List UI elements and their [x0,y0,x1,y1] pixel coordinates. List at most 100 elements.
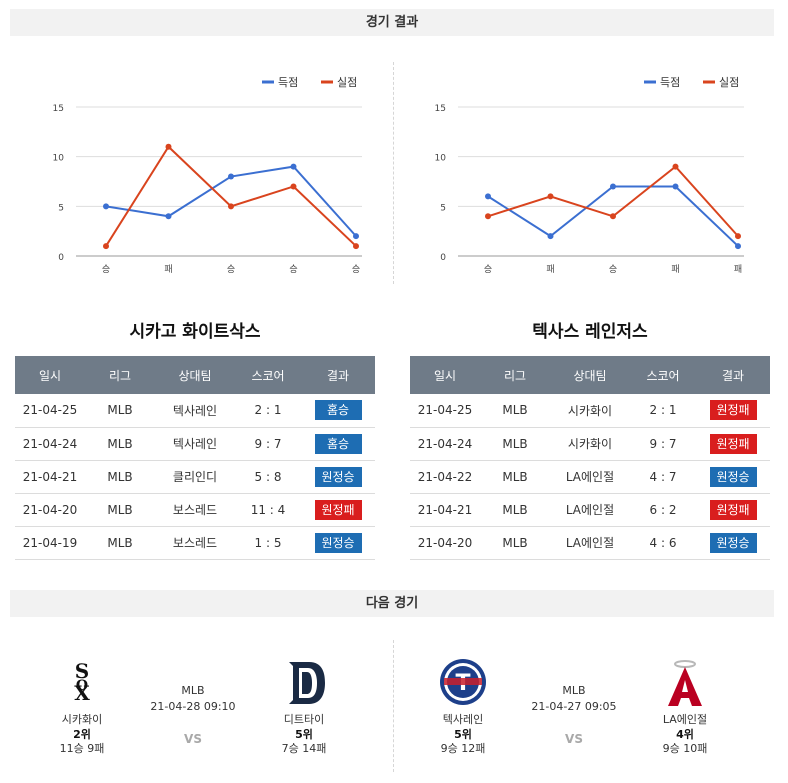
col-opponent-header: 상대팀 [155,356,235,394]
data-point [735,233,741,240]
cell-score: 4 : 7 [630,460,696,494]
next-game-2-home-team[interactable]: T 텍사레인 5위 9승 12패 [413,656,513,756]
team-name: LA에인절 [662,713,708,726]
x-tick-label: 승 [102,264,110,275]
legend-label: 실점 [719,76,739,89]
team-rank: 2위 [73,728,91,741]
result-badge: 원정승 [314,532,362,553]
result-badge: 원정승 [709,466,757,487]
cell-date: 21-04-25 [15,394,85,428]
results-divider [393,62,394,284]
data-point [228,203,234,210]
legend-label: 득점 [278,76,298,89]
data-point [103,203,109,210]
cell-score: 1 : 5 [235,526,301,560]
cell-score: 2 : 1 [630,394,696,428]
cell-result: 원정승 [301,526,375,560]
cell-opponent: 텍사레인 [155,427,235,461]
cell-date: 21-04-21 [410,493,480,527]
cell-opponent: 텍사레인 [155,394,235,428]
cell-score: 5 : 8 [235,460,301,494]
x-tick-label: 승 [609,264,617,275]
team-rank: 5위 [454,728,472,741]
league-label: MLB [181,684,205,697]
cell-date: 21-04-21 [15,460,85,494]
cell-opponent: 시카화이 [550,394,630,428]
data-point [103,243,109,250]
chart-left-svg: 득점 실점 0 5 10 15 승 패 승 승 승 [53,76,362,275]
cell-date: 21-04-20 [15,493,85,527]
cell-result: 홈승 [301,394,375,428]
x-tick-label: 승 [484,264,492,275]
table-row: 21-04-24 MLB 시카화이 9 : 7 원정패 [410,427,770,461]
data-point [547,193,554,200]
x-tick-label: 승 [227,264,235,275]
col-result-header: 결과 [301,356,375,394]
right-team-games-table: 일시 리그 상대팀 스코어 결과 21-04-25 MLB 시카화이 2 : 1 원정패… [410,356,770,560]
data-point [547,233,554,240]
next-games-header: 다음 경기 [10,590,774,617]
team-name: 디트타이 [283,713,325,726]
data-point [610,183,616,190]
next-game-2-away-team[interactable]: LA에인절 4위 9승 10패 [635,656,735,756]
cell-result: 원정패 [696,427,770,461]
y-tick-label: 10 [435,154,447,164]
next-game-1-away-team[interactable]: 디트타이 5위 7승 14패 [254,656,354,756]
cell-opponent: LA에인절 [550,526,630,560]
cell-score: 4 : 6 [630,526,696,560]
cell-league: MLB [480,493,550,527]
cell-date: 21-04-20 [410,526,480,560]
left-team-title: 시카고 화이트삭스 [129,322,261,342]
cell-opponent: 클리인디 [155,460,235,494]
data-point [228,173,234,180]
col-result-header: 결과 [696,356,770,394]
cell-league: MLB [85,493,155,527]
rangers-logo-icon: T [440,659,486,705]
cell-score: 2 : 1 [235,394,301,428]
data-point [610,213,616,220]
y-tick-label: 15 [53,104,64,114]
cell-league: MLB [85,427,155,461]
result-badge: 원정패 [709,400,757,421]
legend-label: 실점 [337,76,357,89]
team-name: 텍사레인 [442,713,484,726]
cell-league: MLB [85,394,155,428]
y-tick-label: 0 [58,253,64,263]
chart-left: 득점 실점 0 5 10 15 승 패 승 승 승 [22,60,386,290]
svg-text:O: O [76,678,88,694]
cell-result: 홈승 [301,427,375,461]
team-rank: 5위 [295,728,313,741]
team-name: 시카화이 [61,713,103,726]
table-row: 21-04-19 MLB 보스레드 1 : 5 원정승 [15,526,375,560]
cell-result: 원정승 [301,460,375,494]
data-point [353,233,359,240]
left-team-games-table: 일시 리그 상대팀 스코어 결과 21-04-25 MLB 텍사레인 2 : 1 홈승 2… [15,356,375,560]
cell-score: 11 : 4 [235,493,301,527]
legend-label: 득점 [660,76,680,89]
chart-right-svg: 득점 실점 0 5 10 15 승 패 승 패 패 [435,76,744,275]
col-league-header: 리그 [85,356,155,394]
right-team-title: 텍사스 레인저스 [532,322,648,342]
chart-legend: 득점 실점 [644,76,739,89]
result-badge: 홈승 [314,400,362,421]
right-table-body: 21-04-25 MLB 시카화이 2 : 1 원정패 21-04-24 MLB 시카화이 9 … [410,394,770,560]
series-line-allowed [487,165,739,237]
cell-date: 21-04-24 [15,427,85,461]
col-date-header: 일시 [410,356,480,394]
data-point [165,213,172,220]
white-sox-logo-icon: S X O [74,659,90,705]
cell-league: MLB [480,526,550,560]
team-record: 9승 10패 [662,742,708,755]
league-label: MLB [562,684,586,697]
next-game-1-home-team[interactable]: S X O 시카화이 2위 11승 9패 [32,656,132,756]
result-badge: 홈승 [314,433,362,454]
cell-date: 21-04-22 [410,460,480,494]
data-point [353,243,359,250]
result-badge: 원정승 [709,532,757,553]
table-header-row: 일시 리그 상대팀 스코어 결과 [410,356,770,394]
y-tick-label: 5 [440,203,446,213]
svg-text:X: X [74,681,90,705]
x-tick-label: 패 [734,264,742,275]
next-game-1-info: MLB 21-04-28 09:10 [133,683,253,715]
col-date-header: 일시 [15,356,85,394]
